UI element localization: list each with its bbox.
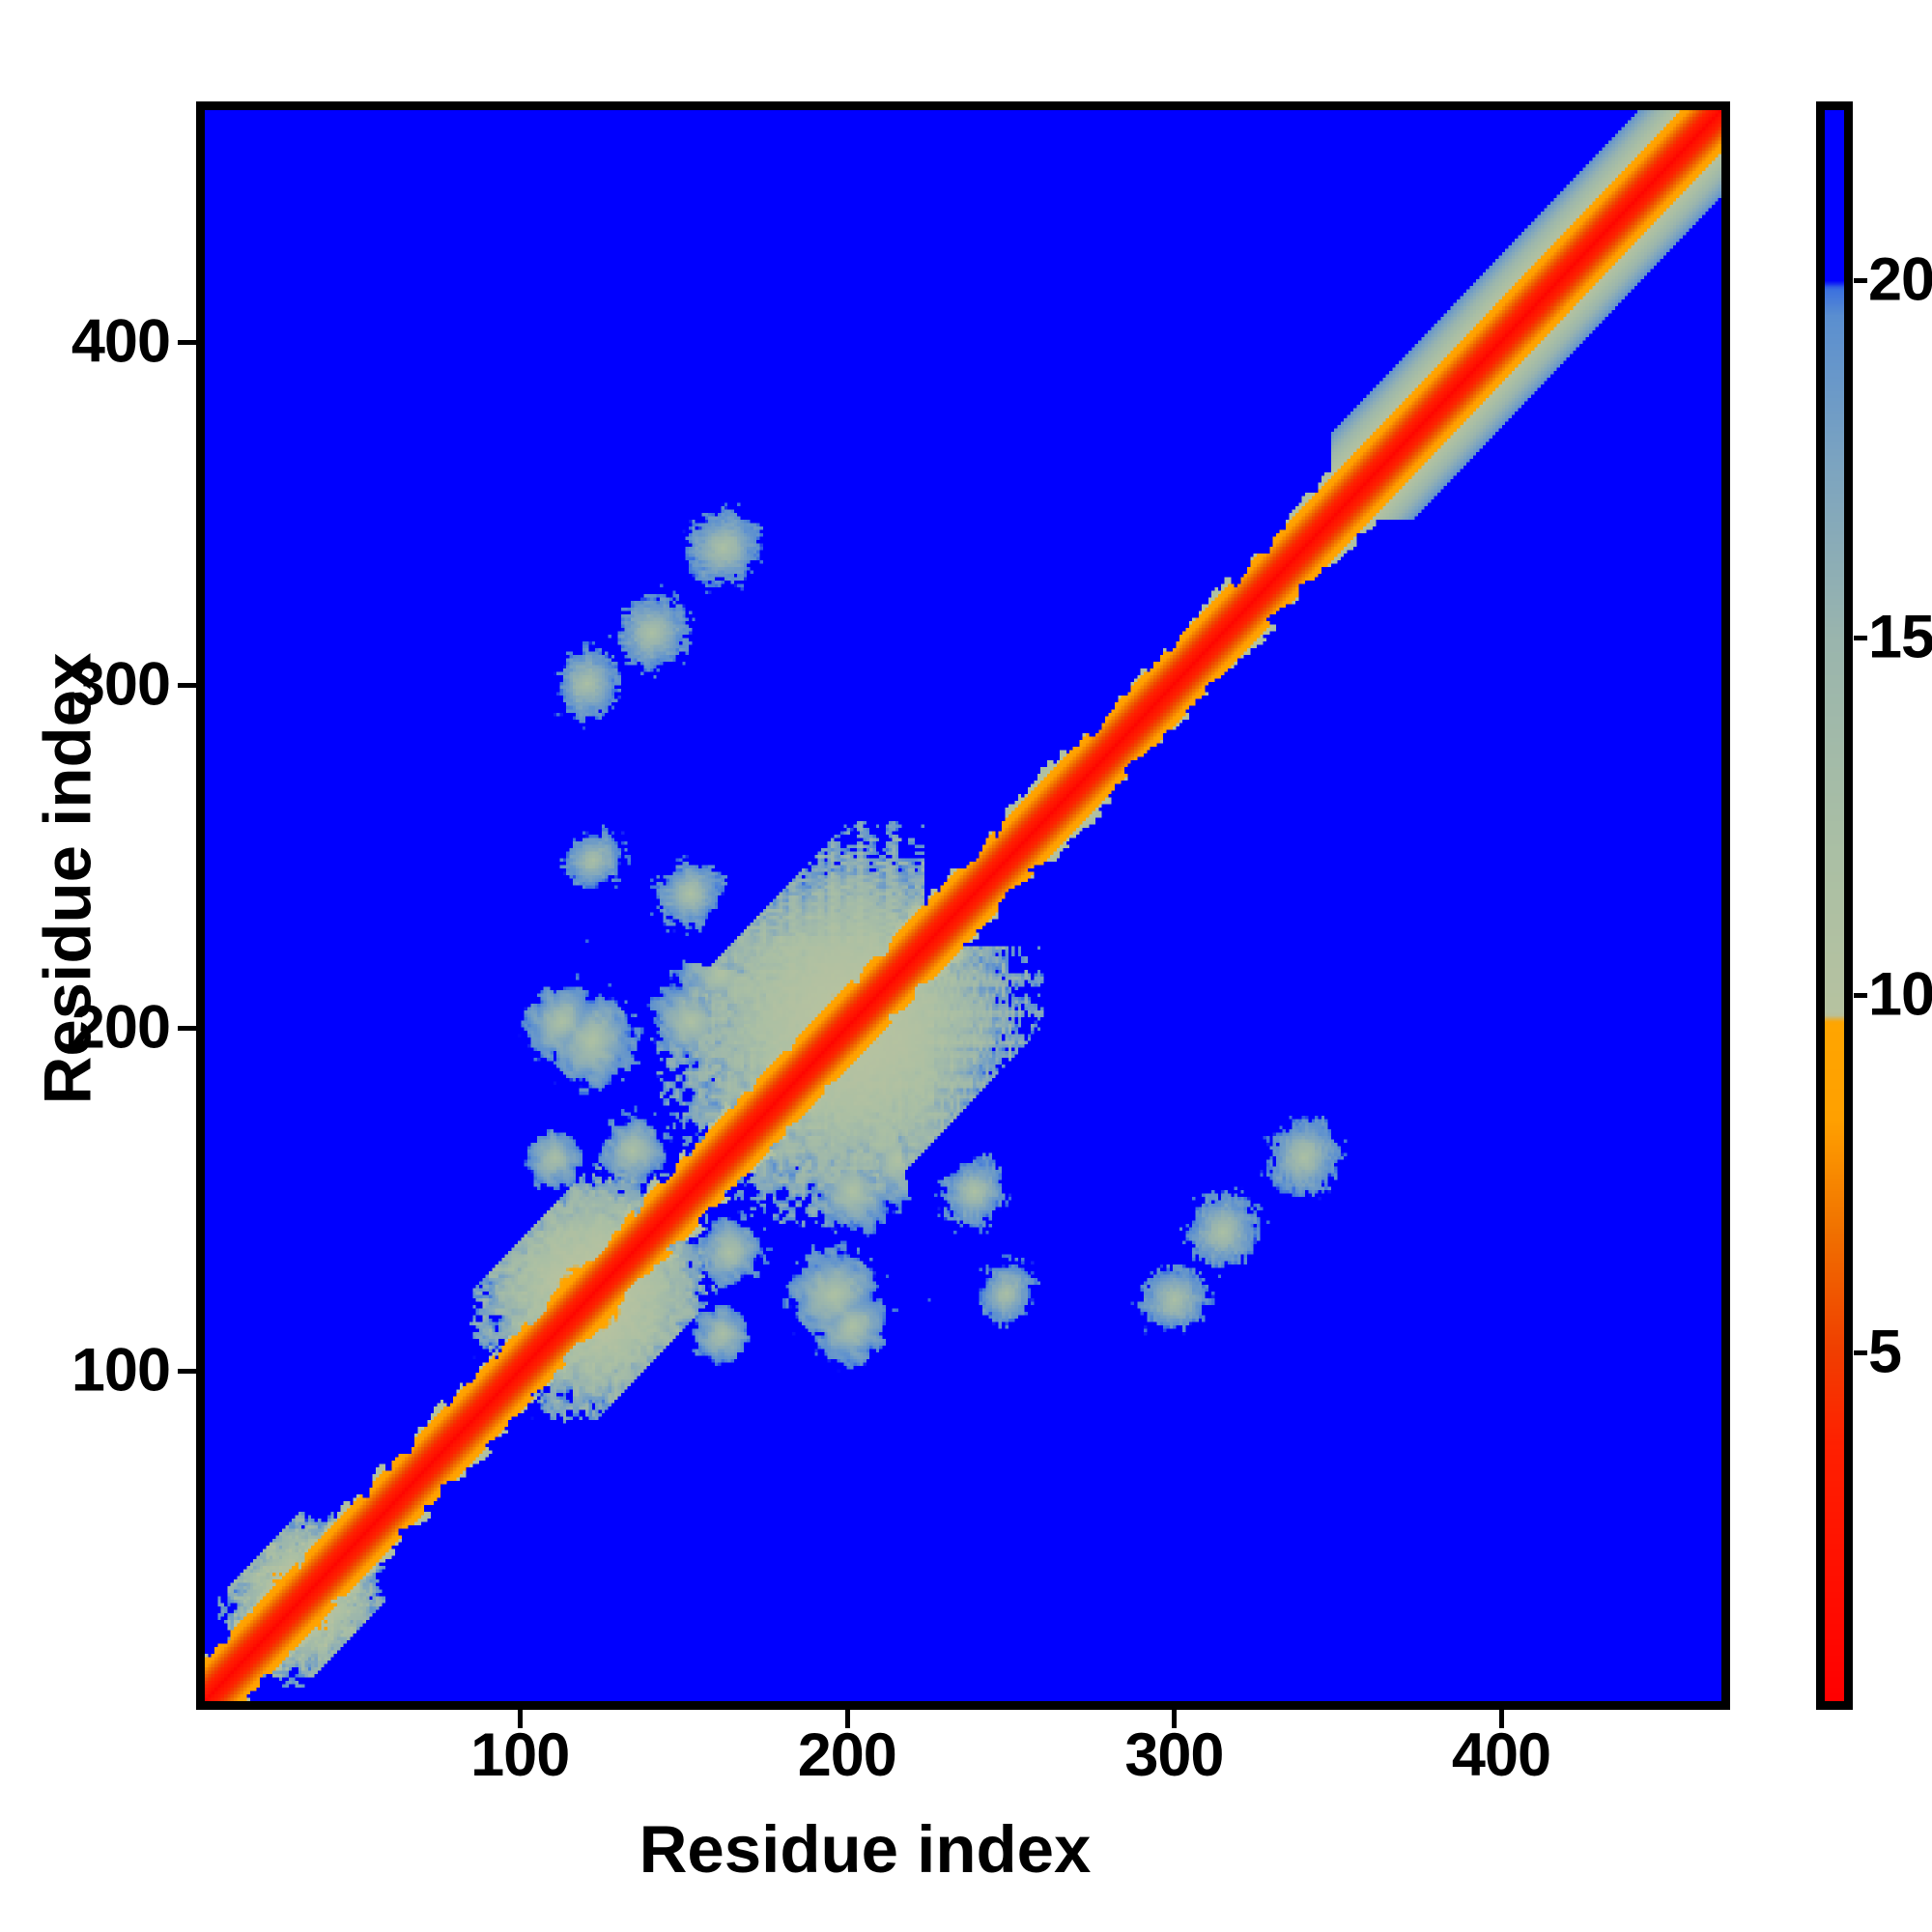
x-tick-mark (518, 1710, 524, 1728)
y-tick-label: 400 (71, 307, 171, 375)
y-tick-mark (178, 1025, 196, 1031)
colorbar-tick-mark (1854, 278, 1867, 283)
y-axis-label: Residue index (30, 652, 105, 1105)
colorbar-tick-mark (1854, 636, 1867, 640)
y-tick-label: 100 (71, 1336, 171, 1405)
colorbar-tick-label: 20 (1868, 245, 1932, 314)
colorbar-tick-mark (1854, 1350, 1867, 1355)
x-tick-mark (1498, 1710, 1504, 1728)
x-tick-label: 300 (1124, 1721, 1224, 1789)
x-tick-mark (1172, 1710, 1178, 1728)
colorbar-tick-label: 15 (1868, 603, 1932, 671)
y-tick-mark (178, 339, 196, 345)
x-tick-label: 100 (470, 1721, 570, 1789)
x-axis-label: Residue index (639, 1812, 1092, 1887)
x-tick-label: 200 (797, 1721, 897, 1789)
y-tick-mark (178, 682, 196, 688)
colorbar[interactable] (1816, 101, 1853, 1710)
y-tick-label: 200 (71, 993, 171, 1062)
colorbar-tick-label: 10 (1868, 960, 1932, 1029)
colorbar-tick-mark (1854, 993, 1867, 998)
residue-distance-heatmap[interactable] (205, 110, 1721, 1701)
x-tick-label: 400 (1451, 1721, 1551, 1789)
y-tick-mark (178, 1368, 196, 1374)
heatmap-plot-area[interactable] (196, 101, 1730, 1710)
y-tick-label: 300 (71, 650, 171, 719)
x-tick-mark (844, 1710, 850, 1728)
colorbar-gradient (1825, 110, 1844, 1701)
colorbar-tick-label: 5 (1868, 1318, 1902, 1386)
